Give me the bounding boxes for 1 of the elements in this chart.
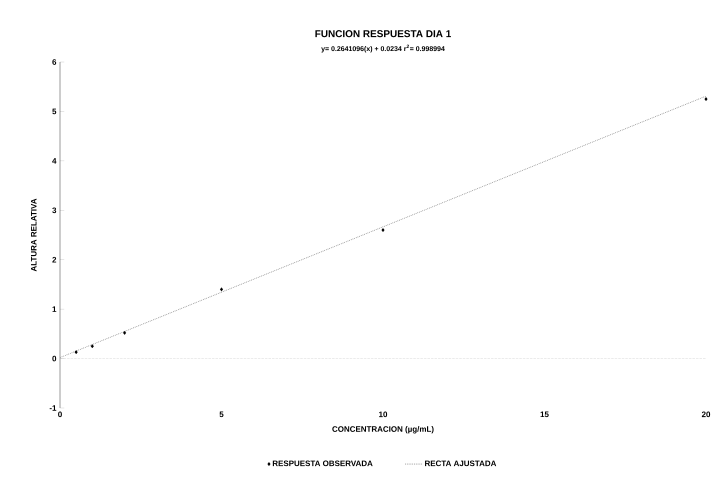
chart-title: FUNCION RESPUESTA DIA 1 [315, 30, 451, 38]
